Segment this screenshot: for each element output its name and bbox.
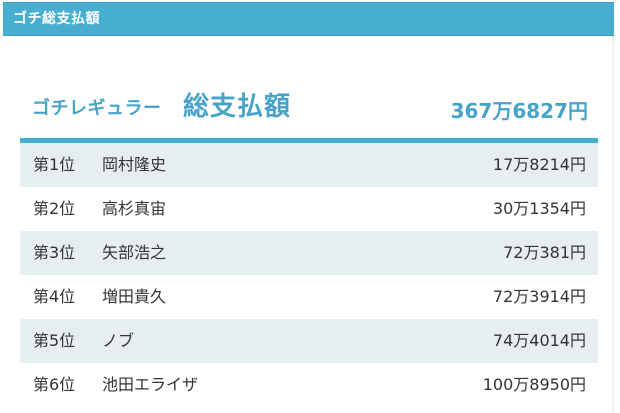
rank-label: 第4位: [33, 287, 76, 306]
ranking-table: 第1位 岡村隆史 17万8214円 第2位 高杉真宙 30万1354円 第3位 …: [20, 143, 598, 407]
payment-amount: 100万8950円: [482, 375, 586, 394]
table-row: 第1位 岡村隆史 17万8214円: [20, 143, 598, 187]
table-row: 第4位 増田貴久 72万3914円: [20, 275, 598, 319]
table-row: 第5位 ノブ 74万4014円: [20, 319, 598, 363]
rank-label: 第1位: [33, 155, 76, 174]
summary-total-amount: 367万6827円: [450, 99, 588, 123]
table-row: 第6位 池田エライザ 100万8950円: [20, 363, 598, 407]
member-name: 矢部浩之: [102, 243, 167, 262]
member-name: ノブ: [102, 331, 135, 350]
rank-label: 第2位: [33, 199, 76, 218]
rank-label: 第3位: [33, 243, 76, 262]
member-name: 増田貴久: [102, 287, 167, 306]
table-row: 第2位 高杉真宙 30万1354円: [20, 187, 598, 231]
payment-amount: 72万3914円: [492, 287, 586, 306]
payment-amount: 17万8214円: [492, 155, 586, 174]
payment-amount: 74万4014円: [492, 331, 586, 350]
payment-amount: 72万381円: [503, 243, 586, 262]
rank-label: 第6位: [33, 375, 76, 394]
member-name: 岡村隆史: [102, 155, 167, 174]
panel-header: ゴチ総支払額: [3, 2, 614, 36]
member-name: 池田エライザ: [102, 375, 199, 394]
summary-label-regulars: ゴチレギュラー: [32, 98, 162, 119]
table-row: 第3位 矢部浩之 72万381円: [20, 231, 598, 275]
rank-label: 第5位: [33, 331, 76, 350]
payment-amount: 30万1354円: [492, 199, 586, 218]
gochi-payment-panel: ゴチ総支払額 ゴチレギュラー 総支払額 367万6827円 第1位 岡村隆史 1…: [3, 2, 614, 413]
panel-title: ゴチ総支払額: [13, 11, 100, 27]
summary-label-total: 総支払額: [183, 92, 292, 122]
total-summary: ゴチレギュラー 総支払額 367万6827円: [20, 88, 598, 143]
member-name: 高杉真宙: [102, 199, 167, 218]
